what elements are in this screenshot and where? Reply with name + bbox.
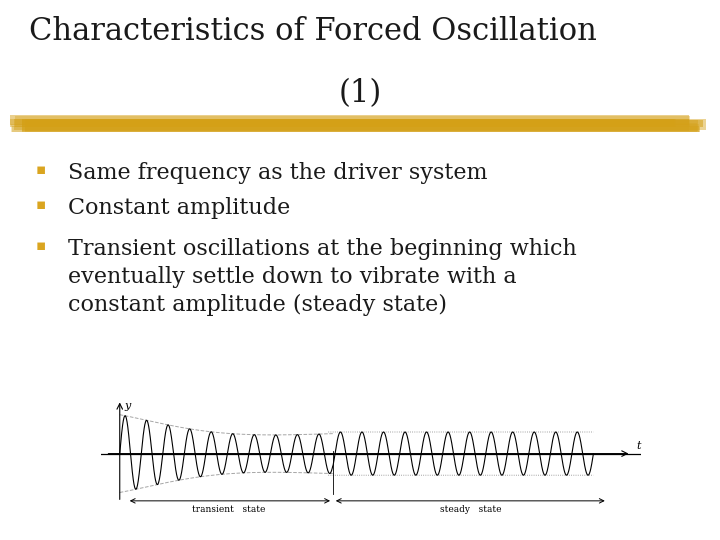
Bar — [22, 119, 675, 127]
Text: Transient oscillations at the beginning which
eventually settle down to vibrate : Transient oscillations at the beginning … — [68, 238, 577, 315]
Text: steady   state: steady state — [439, 505, 501, 514]
Text: ▪: ▪ — [36, 197, 46, 212]
Text: y: y — [125, 401, 131, 411]
Text: Characteristics of Forced Oscillation: Characteristics of Forced Oscillation — [29, 16, 597, 47]
Text: ▪: ▪ — [36, 238, 46, 253]
Bar — [11, 124, 699, 132]
Text: transient   state: transient state — [192, 505, 266, 514]
Bar — [12, 126, 698, 132]
Bar — [10, 119, 675, 127]
Bar — [10, 115, 689, 125]
Text: Constant amplitude: Constant amplitude — [68, 197, 291, 219]
Bar — [25, 119, 689, 131]
Bar — [22, 119, 674, 127]
Text: (1): (1) — [338, 78, 382, 109]
Text: t: t — [636, 441, 641, 451]
Bar — [15, 116, 690, 127]
Bar — [25, 123, 697, 132]
Text: ▪: ▪ — [36, 162, 46, 177]
Bar — [22, 120, 698, 131]
Bar — [22, 127, 700, 132]
Bar — [27, 120, 703, 127]
Text: Same frequency as the driver system: Same frequency as the driver system — [68, 162, 488, 184]
Bar — [14, 119, 706, 130]
